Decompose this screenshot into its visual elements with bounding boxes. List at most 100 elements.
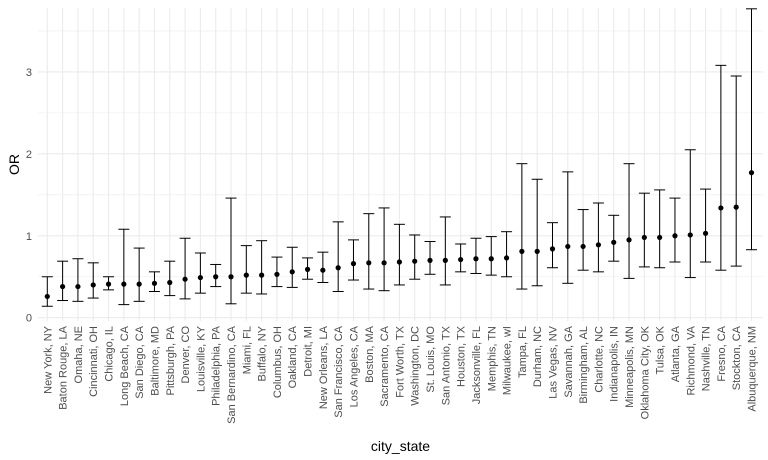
x-tick-label: Long Beach, CA [119, 325, 131, 406]
error-bars [41, 8, 757, 307]
estimate-point [75, 283, 81, 290]
x-tick-label: Tulsa, OK [655, 325, 667, 374]
estimate-point [657, 234, 663, 241]
x-tick-label: Boston, MA [364, 325, 376, 383]
y-axis-title: OR [6, 154, 22, 175]
estimate-point [366, 260, 372, 266]
error-bar [57, 260, 69, 302]
estimate-point [90, 282, 96, 288]
x-tick-label: Albuquerque, NM [747, 326, 759, 412]
x-tick-label: Durham, NC [532, 326, 544, 387]
x-tick-label: Denver, CO [180, 326, 192, 384]
x-tick-label: Birmingham, AL [578, 326, 590, 404]
x-tick-label: Indianapolis, IN [609, 326, 621, 402]
error-bar [562, 171, 574, 284]
estimate-point [396, 259, 402, 265]
error-bar [546, 222, 558, 269]
x-tick-label: San Antonio, TX [440, 325, 452, 405]
estimate-point [611, 239, 617, 245]
y-tick-label: 2 [26, 149, 32, 161]
x-tick-label: Fresno, CA [716, 325, 728, 381]
x-tick-label: Oakland, CA [287, 325, 299, 388]
error-bar [164, 260, 176, 297]
y-axis-ticks: 0 1 2 3 [26, 67, 32, 325]
error-bar [485, 236, 497, 276]
x-tick-label: Jacksonville, FL [471, 326, 483, 404]
x-tick-label: Pittsburgh, PA [165, 325, 177, 395]
estimate-point [549, 246, 556, 252]
x-tick-label: San Francisco, CA [333, 325, 345, 417]
x-tick-label: Detroit, MI [303, 326, 315, 377]
x-tick-label: Omaha, NE [73, 326, 85, 383]
error-bar [516, 163, 528, 290]
x-tick-label: Sacramento, CA [379, 325, 391, 406]
x-tick-label: Chicago, IL [104, 326, 116, 382]
x-tick-label: Baltimore, MD [149, 326, 161, 396]
error-bar [72, 258, 84, 302]
estimate-point [182, 276, 188, 282]
error-bar [286, 246, 298, 288]
x-axis-title: city_state [371, 438, 430, 454]
x-tick-label: Los Angeles, CA [348, 325, 360, 407]
error-bar [684, 149, 696, 279]
estimate-point [442, 257, 448, 263]
x-tick-label: Charlotte, NC [593, 326, 605, 393]
estimate-point [488, 256, 494, 262]
estimate-point [259, 272, 265, 278]
error-bar [439, 216, 451, 286]
x-tick-label: Oklahoma City, OK [639, 325, 651, 419]
estimate-point [626, 237, 632, 243]
x-tick-label: Cincinnati, OH [88, 326, 100, 397]
estimate-point [136, 281, 142, 287]
error-bar [638, 192, 650, 268]
x-tick-label: Richmond, VA [685, 325, 697, 395]
estimate-point [733, 204, 739, 210]
estimate-point [748, 170, 755, 176]
x-tick-label: San Bernardino, CA [226, 325, 238, 423]
error-bar [669, 197, 681, 263]
estimate-point [213, 274, 219, 280]
x-tick-label: Washington, DC [410, 326, 422, 406]
estimate-point [320, 267, 326, 273]
estimate-point [503, 255, 510, 261]
x-tick-label: Atlanta, GA [670, 325, 682, 382]
estimate-point [641, 234, 647, 241]
estimate-point [44, 293, 50, 300]
x-tick-label: Memphis, TN [486, 326, 498, 391]
x-tick-label: Houston, TX [456, 325, 468, 387]
error-bar [225, 197, 237, 305]
estimate-point [105, 281, 112, 287]
estimate-point [687, 232, 693, 238]
x-tick-label: Buffalo, NY [257, 325, 269, 381]
x-tick-label: Tampa, FL [517, 326, 529, 378]
estimate-point [702, 230, 709, 236]
estimate-point [60, 283, 66, 290]
error-bar [700, 188, 712, 263]
estimate-point [580, 243, 586, 250]
error-bar [608, 214, 620, 262]
error-bar [730, 75, 742, 267]
error-bar [623, 163, 635, 279]
error-bar [470, 237, 482, 274]
x-tick-label: Nashville, TN [701, 326, 713, 391]
x-tick-label: Milwaukee, wI [502, 326, 514, 395]
x-axis-ticks: New York, NY Baton Rouge, LA Omaha, NE Cinc… [42, 325, 758, 424]
x-tick-label: Philadelphia, PA [211, 325, 223, 406]
estimate-point [274, 271, 280, 277]
error-bar [179, 237, 191, 300]
error-bar [317, 251, 329, 283]
estimate-point [151, 280, 158, 286]
error-bar [118, 228, 130, 306]
error-bar [409, 234, 421, 280]
estimate-point [519, 248, 525, 254]
estimate-point [304, 266, 311, 272]
y-tick-label: 3 [26, 67, 32, 79]
estimate-point [565, 243, 571, 250]
estimate-point [672, 233, 678, 239]
estimate-point [350, 261, 357, 267]
estimate-point [121, 281, 127, 287]
error-bar [240, 245, 252, 294]
estimate-points [44, 170, 755, 300]
estimate-point [243, 272, 249, 278]
